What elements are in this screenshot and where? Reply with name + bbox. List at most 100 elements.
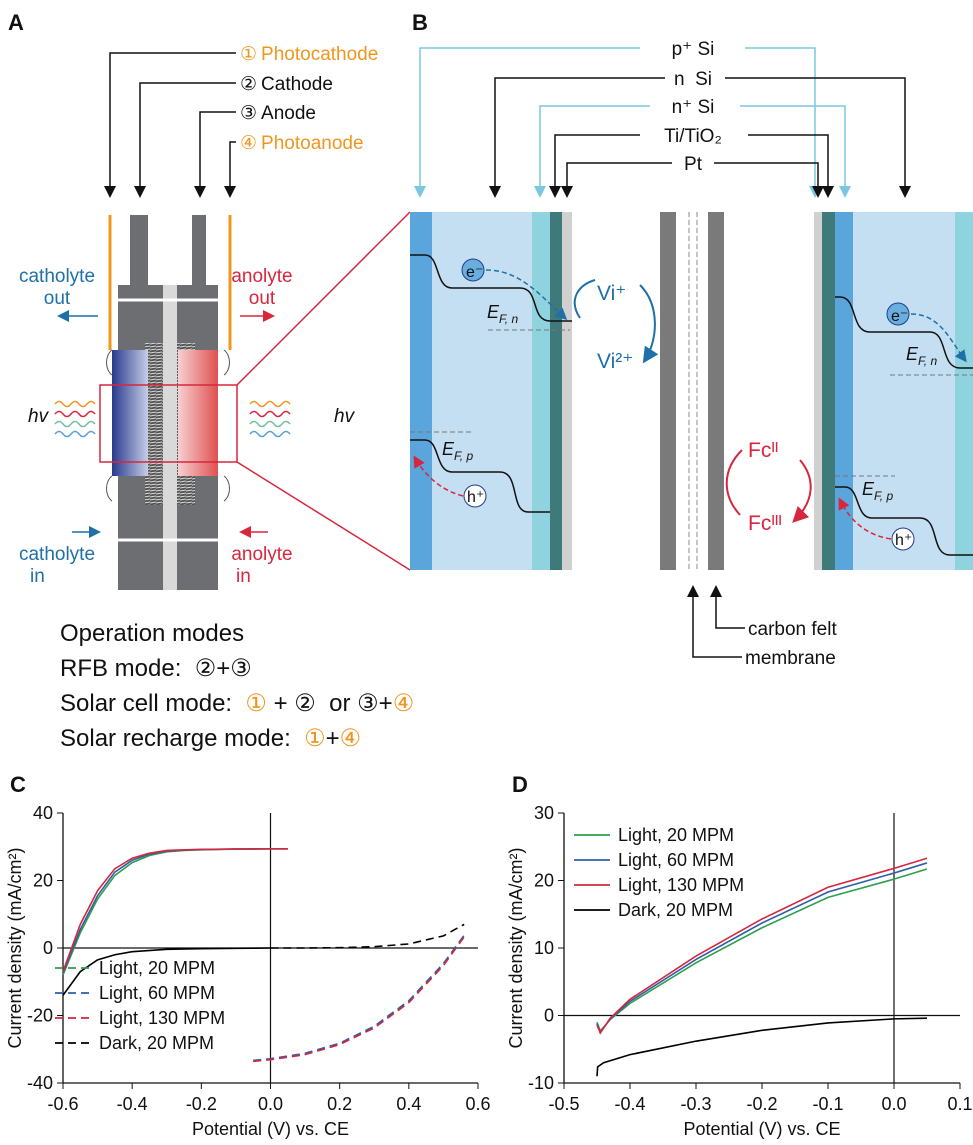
- panel-label: B: [412, 10, 428, 35]
- electrode-name: Photocathode: [261, 44, 378, 65]
- mode-text: ④: [393, 690, 415, 717]
- y-tick-label: 10: [534, 938, 554, 958]
- layer-label: Pt: [684, 154, 703, 175]
- data-line: [62, 847, 288, 972]
- mode: RFB mode: ②+③: [60, 655, 252, 682]
- fermi-label: EF, p: [862, 479, 893, 503]
- electrode-name: Cathode: [261, 74, 333, 95]
- operation-modes: Operation modes RFB mode: ②+③ Solar cell…: [60, 620, 414, 752]
- electrode-number: ②: [240, 74, 257, 95]
- leader: [104, 52, 236, 198]
- symbol: E: [442, 439, 455, 459]
- y-tick-label: 40: [33, 803, 53, 823]
- data-line: [62, 847, 288, 974]
- electron: [461, 258, 485, 282]
- mode-text: ②+③: [195, 655, 252, 682]
- mode-text: ①: [245, 690, 267, 717]
- leader: [748, 134, 834, 198]
- leader: [687, 585, 742, 658]
- light-waves: [54, 400, 291, 438]
- x-tick-label: -0.3: [680, 1094, 711, 1114]
- device: [99, 211, 411, 590]
- y-tick-label: 0: [544, 1006, 554, 1026]
- subscript: F, n: [918, 354, 937, 368]
- subscript: F, p: [454, 449, 473, 463]
- electron-path: [910, 313, 967, 363]
- x-tick-label: 0.6: [465, 1094, 490, 1114]
- leader: [194, 111, 236, 198]
- electrode-label: ③ Anode: [240, 103, 316, 124]
- hole-path: [838, 497, 892, 540]
- leader: [710, 585, 745, 629]
- electrode-number: ③: [240, 103, 257, 124]
- annotation: membrane: [745, 648, 836, 669]
- bands: [410, 254, 973, 556]
- leader: [489, 77, 665, 198]
- redox-label: Fcᴵᴵᴵ: [748, 512, 782, 535]
- legend-label: Light, 60 MPM: [618, 850, 734, 870]
- legend-label: Light, 20 MPM: [618, 825, 734, 845]
- flow-label: in: [30, 566, 45, 587]
- electron-label: e⁻: [891, 308, 908, 325]
- leader: [725, 77, 911, 198]
- x-tick-label: -0.4: [117, 1094, 148, 1114]
- electron-label: e⁻: [466, 264, 483, 281]
- charts: C -40 -20 0 20 40 -0.6 -0.4 -0.2 0.0 0.2 0.4 0.6 Pote…: [5, 772, 973, 1139]
- fermi-label: EF, n: [906, 344, 937, 368]
- mode-text: Solar recharge mode:: [60, 725, 304, 752]
- hole: [463, 484, 487, 508]
- x-tick-label: -0.5: [548, 1094, 579, 1114]
- cell-layers: [410, 212, 973, 570]
- data-line: [596, 857, 928, 1035]
- annotation: carbon felt: [748, 619, 837, 640]
- x-tick-label: 0.0: [881, 1094, 906, 1114]
- x-tick-label: -0.1: [812, 1094, 843, 1114]
- x-tick-label: 0.1: [947, 1094, 972, 1114]
- x-tick-label: 0.4: [396, 1094, 421, 1114]
- data-line: [596, 1017, 928, 1077]
- light-label: hv: [334, 406, 356, 427]
- x-tick-label: -0.2: [186, 1094, 217, 1114]
- leader: [740, 105, 851, 198]
- electrode-name: Anode: [261, 103, 316, 124]
- flow-label: in: [236, 566, 251, 587]
- mode-text: ④: [340, 725, 362, 752]
- panel-a: A ① Photocathode ② Cathode ③ Anode ④ Photoan…: [8, 10, 411, 590]
- mode-text: + ② or ③+: [267, 690, 393, 717]
- y-tick-label: -40: [27, 1073, 53, 1093]
- x-tick-label: -0.2: [746, 1094, 777, 1114]
- electrode-label: ① Photocathode: [240, 44, 378, 65]
- flow-label: anolyte: [231, 266, 292, 287]
- x-tick-label: 0.0: [258, 1094, 283, 1114]
- hole-label: h⁺: [895, 532, 912, 549]
- flow-label: out: [44, 288, 71, 309]
- mode: Solar recharge mode: ①+④: [60, 725, 361, 752]
- light-label: hv: [28, 406, 50, 427]
- y-tick-label: 0: [43, 938, 53, 958]
- y-axis-title: Current density (mA/cm²): [506, 847, 526, 1048]
- y-tick-label: 30: [534, 803, 554, 823]
- x-axis-title: Potential (V) vs. CE: [683, 1119, 840, 1139]
- data-line: [253, 935, 465, 1062]
- electrode-label: ④ Photoanode: [240, 133, 364, 154]
- layer-label: n⁺ Si: [672, 97, 715, 118]
- legend-label: Light, 20 MPM: [99, 958, 215, 978]
- legend-label: Light, 130 MPM: [99, 1008, 225, 1028]
- leader: [745, 47, 821, 198]
- modes-title: Operation modes: [60, 620, 244, 647]
- data-line: [253, 936, 465, 1063]
- x-axis-title: Potential (V) vs. CE: [192, 1119, 349, 1139]
- leader: [414, 47, 640, 198]
- legend-label: Light, 130 MPM: [618, 875, 744, 895]
- layer-label: n Si: [674, 69, 712, 90]
- fermi-label: EF, n: [487, 302, 518, 326]
- fermi-label: EF, p: [442, 439, 473, 463]
- electron: [886, 302, 910, 326]
- y-tick-label: 20: [534, 871, 554, 891]
- y-tick-label: 20: [33, 871, 53, 891]
- leader: [714, 162, 824, 198]
- x-tick-label: 0.2: [327, 1094, 352, 1114]
- symbol: E: [487, 302, 500, 322]
- leader: [549, 134, 640, 198]
- mode-text: Solar cell mode:: [60, 690, 245, 717]
